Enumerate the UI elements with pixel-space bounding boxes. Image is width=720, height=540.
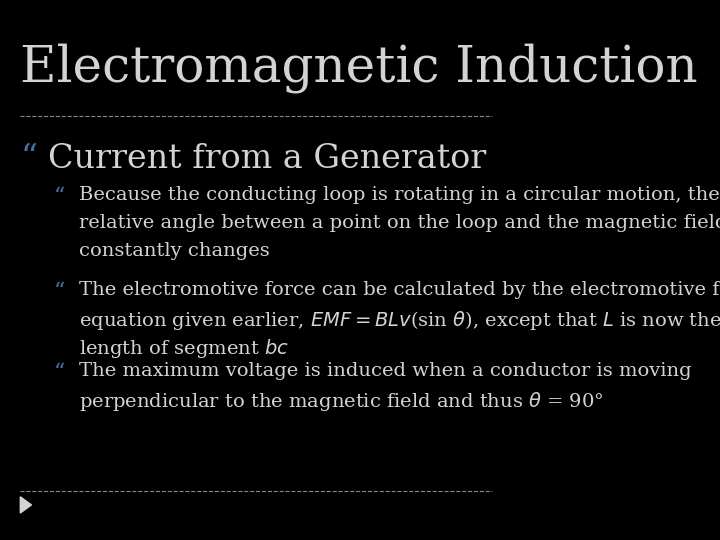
- Text: equation given earlier, $\mathit{EMF} = \mathit{BL}v$(sin $\theta$), except that: equation given earlier, $\mathit{EMF} = …: [78, 309, 720, 332]
- Text: length of segment $\mathit{bc}$: length of segment $\mathit{bc}$: [78, 337, 289, 360]
- Text: Electromagnetic Induction: Electromagnetic Induction: [20, 43, 698, 93]
- Text: The maximum voltage is induced when a conductor is moving: The maximum voltage is induced when a co…: [78, 362, 691, 380]
- Text: relative angle between a point on the loop and the magnetic field: relative angle between a point on the lo…: [78, 214, 720, 232]
- Text: “: “: [53, 186, 65, 208]
- Text: perpendicular to the magnetic field and thus $\theta$ = 90°: perpendicular to the magnetic field and …: [78, 390, 603, 413]
- Text: Current from a Generator: Current from a Generator: [48, 143, 487, 175]
- Text: constantly changes: constantly changes: [78, 242, 269, 260]
- Text: “: “: [53, 362, 65, 384]
- Text: The electromotive force can be calculated by the electromotive force: The electromotive force can be calculate…: [78, 281, 720, 299]
- Text: “: “: [53, 281, 65, 303]
- Text: “: “: [20, 143, 37, 175]
- Text: Because the conducting loop is rotating in a circular motion, the: Because the conducting loop is rotating …: [78, 186, 719, 204]
- Polygon shape: [20, 497, 32, 513]
